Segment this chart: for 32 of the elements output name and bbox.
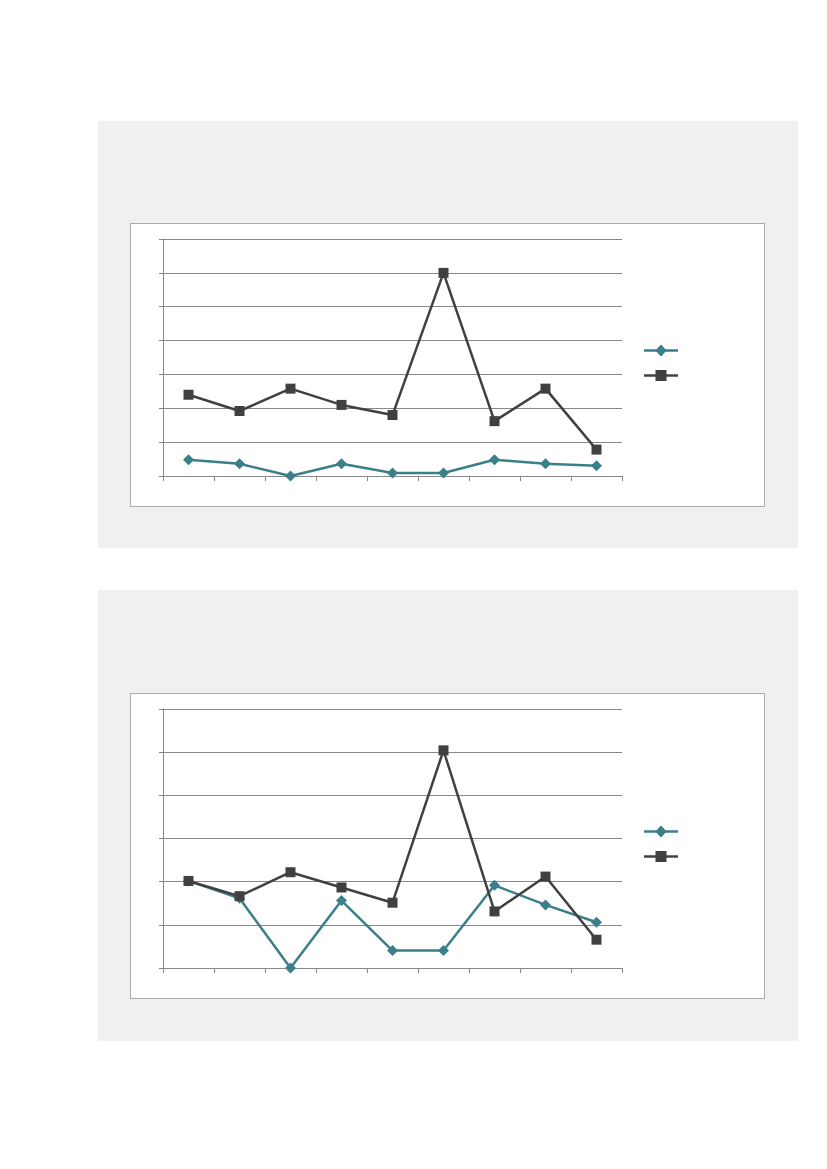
point xyxy=(234,458,245,470)
point xyxy=(438,745,449,756)
point xyxy=(285,962,296,974)
point xyxy=(489,879,500,891)
point xyxy=(489,454,500,466)
point xyxy=(183,454,194,466)
point xyxy=(336,895,347,907)
point xyxy=(336,458,347,470)
point xyxy=(489,416,500,427)
point xyxy=(285,867,296,878)
point xyxy=(591,460,602,472)
point xyxy=(387,945,398,957)
point xyxy=(438,467,449,479)
point xyxy=(540,383,551,394)
point xyxy=(387,467,398,479)
point xyxy=(438,945,449,957)
point xyxy=(387,897,398,908)
point xyxy=(285,470,296,482)
point xyxy=(591,444,602,455)
point xyxy=(336,399,347,410)
point xyxy=(183,389,194,400)
point xyxy=(591,934,602,945)
point xyxy=(591,916,602,928)
point xyxy=(336,882,347,893)
point xyxy=(540,871,551,882)
point xyxy=(234,405,245,416)
point xyxy=(540,458,551,470)
point xyxy=(438,267,449,278)
point xyxy=(387,410,398,421)
point xyxy=(285,383,296,394)
point xyxy=(540,899,551,911)
point xyxy=(489,906,500,917)
